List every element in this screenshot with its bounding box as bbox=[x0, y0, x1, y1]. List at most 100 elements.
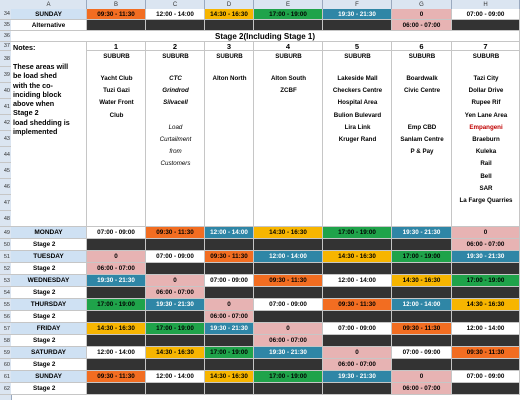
time-cell[interactable]: 06:00 - 07:00 bbox=[254, 335, 323, 347]
time-cell[interactable]: 0 bbox=[392, 371, 452, 383]
time-cell[interactable] bbox=[87, 311, 146, 323]
row-label-sunday[interactable]: SUNDAY bbox=[11, 9, 87, 20]
time-cell[interactable]: 12:00 - 14:00 bbox=[323, 275, 392, 287]
time-cell[interactable]: 19:30 - 21:30 bbox=[452, 251, 520, 263]
time-cell[interactable]: 19:30 - 21:30 bbox=[392, 227, 452, 239]
time-cell[interactable]: 0 bbox=[146, 275, 205, 287]
time-cell[interactable]: 06:00 - 07:00 bbox=[146, 287, 205, 299]
time-cell[interactable]: 17:00 - 19:00 bbox=[452, 275, 520, 287]
time-cell[interactable]: 0 bbox=[452, 227, 520, 239]
time-cell[interactable]: 06:00 - 07:00 bbox=[392, 383, 452, 395]
time-cell[interactable]: 09:30 - 11:30 bbox=[392, 323, 452, 335]
time-cell[interactable]: 0 bbox=[323, 347, 392, 359]
time-cell[interactable] bbox=[254, 359, 323, 371]
row-number[interactable]: 52 bbox=[0, 263, 11, 275]
time-cell[interactable] bbox=[87, 239, 146, 251]
time-cell[interactable]: 09:30 - 11:30 bbox=[87, 371, 146, 383]
time-cell[interactable] bbox=[87, 20, 146, 31]
time-cell[interactable]: 06:00 - 07:00 bbox=[392, 20, 452, 31]
row-label-monday[interactable]: MONDAY bbox=[11, 227, 87, 239]
time-cell[interactable] bbox=[146, 335, 205, 347]
time-cell[interactable]: 06:00 - 07:00 bbox=[323, 359, 392, 371]
row-number[interactable]: 35 bbox=[0, 20, 11, 31]
time-cell[interactable] bbox=[87, 359, 146, 371]
time-cell[interactable] bbox=[205, 335, 254, 347]
row-label-sunday[interactable]: SUNDAY bbox=[11, 371, 87, 383]
time-cell[interactable] bbox=[254, 263, 323, 275]
row-number[interactable]: 51 bbox=[0, 251, 11, 263]
time-cell[interactable] bbox=[205, 239, 254, 251]
time-cell[interactable] bbox=[323, 263, 392, 275]
time-cell[interactable] bbox=[452, 287, 520, 299]
time-cell[interactable]: 19:30 - 21:30 bbox=[146, 299, 205, 311]
row-label-stage-2[interactable]: Stage 2 bbox=[11, 263, 87, 275]
time-cell[interactable]: 17:00 - 19:00 bbox=[87, 299, 146, 311]
time-cell[interactable]: 07:00 - 09:00 bbox=[205, 275, 254, 287]
row-label-saturday[interactable]: SATURDAY bbox=[11, 347, 87, 359]
row-label-stage-2[interactable]: Stage 2 bbox=[11, 383, 87, 395]
time-cell[interactable] bbox=[392, 287, 452, 299]
time-cell[interactable] bbox=[392, 311, 452, 323]
time-cell[interactable]: 17:00 - 19:00 bbox=[146, 323, 205, 335]
time-cell[interactable]: 19:30 - 21:30 bbox=[323, 9, 392, 20]
row-label-thursday[interactable]: THURSDAY bbox=[11, 299, 87, 311]
time-cell[interactable]: 07:00 - 09:00 bbox=[452, 9, 520, 20]
row-number[interactable]: 42 bbox=[0, 115, 11, 131]
row-number[interactable]: 41 bbox=[0, 99, 11, 115]
block-number[interactable]: 2 bbox=[146, 42, 205, 51]
notes-cell[interactable] bbox=[11, 42, 87, 227]
row-number[interactable]: 46 bbox=[0, 179, 11, 195]
column-header-g[interactable]: G bbox=[392, 0, 452, 9]
time-cell[interactable]: 14:30 - 16:30 bbox=[392, 275, 452, 287]
row-number[interactable]: 43 bbox=[0, 131, 11, 147]
time-cell[interactable]: 09:30 - 11:30 bbox=[146, 227, 205, 239]
time-cell[interactable]: 06:00 - 07:00 bbox=[87, 263, 146, 275]
time-cell[interactable]: 0 bbox=[254, 323, 323, 335]
time-cell[interactable] bbox=[452, 263, 520, 275]
time-cell[interactable]: 12:00 - 14:00 bbox=[205, 227, 254, 239]
time-cell[interactable]: 06:00 - 07:00 bbox=[205, 311, 254, 323]
row-label-stage-2[interactable]: Stage 2 bbox=[11, 359, 87, 371]
time-cell[interactable]: 19:30 - 21:30 bbox=[254, 347, 323, 359]
time-cell[interactable] bbox=[146, 263, 205, 275]
row-label-wednesday[interactable]: WEDNESDAY bbox=[11, 275, 87, 287]
block-suburbs-cell[interactable] bbox=[146, 51, 205, 227]
column-header-h[interactable]: H bbox=[452, 0, 520, 9]
time-cell[interactable] bbox=[392, 359, 452, 371]
time-cell[interactable]: 12:00 - 14:00 bbox=[392, 299, 452, 311]
time-cell[interactable]: 0 bbox=[392, 9, 452, 20]
time-cell[interactable] bbox=[205, 287, 254, 299]
time-cell[interactable] bbox=[452, 359, 520, 371]
block-number[interactable]: 1 bbox=[87, 42, 146, 51]
column-header-f[interactable]: F bbox=[323, 0, 392, 9]
time-cell[interactable]: 09:30 - 11:30 bbox=[452, 347, 520, 359]
time-cell[interactable]: 14:30 - 16:30 bbox=[323, 251, 392, 263]
time-cell[interactable]: 14:30 - 16:30 bbox=[452, 299, 520, 311]
block-suburbs-cell[interactable] bbox=[392, 51, 452, 227]
time-cell[interactable] bbox=[205, 359, 254, 371]
row-number[interactable]: 45 bbox=[0, 163, 11, 179]
row-number[interactable]: 34 bbox=[0, 9, 11, 20]
time-cell[interactable]: 14:30 - 16:30 bbox=[87, 323, 146, 335]
row-label-stage-2[interactable]: Stage 2 bbox=[11, 287, 87, 299]
time-cell[interactable] bbox=[205, 20, 254, 31]
time-cell[interactable] bbox=[87, 383, 146, 395]
time-cell[interactable]: 19:30 - 21:30 bbox=[323, 371, 392, 383]
time-cell[interactable]: 12:00 - 14:00 bbox=[146, 371, 205, 383]
stage-title[interactable]: Stage 2(Including Stage 1) bbox=[11, 31, 520, 42]
time-cell[interactable]: 17:00 - 19:00 bbox=[254, 371, 323, 383]
block-number[interactable]: 3 bbox=[205, 42, 254, 51]
time-cell[interactable]: 17:00 - 19:00 bbox=[323, 227, 392, 239]
row-number[interactable]: 50 bbox=[0, 239, 11, 251]
row-number[interactable]: 62 bbox=[0, 383, 11, 395]
row-label-tuesday[interactable]: TUESDAY bbox=[11, 251, 87, 263]
row-number[interactable]: 54 bbox=[0, 287, 11, 299]
time-cell[interactable]: 19:30 - 21:30 bbox=[87, 275, 146, 287]
time-cell[interactable] bbox=[323, 20, 392, 31]
time-cell[interactable]: 12:00 - 14:00 bbox=[452, 323, 520, 335]
row-label-stage-2[interactable]: Stage 2 bbox=[11, 239, 87, 251]
row-number[interactable]: 61 bbox=[0, 371, 11, 383]
time-cell[interactable] bbox=[87, 335, 146, 347]
row-number[interactable]: 55 bbox=[0, 299, 11, 311]
time-cell[interactable]: 0 bbox=[205, 299, 254, 311]
